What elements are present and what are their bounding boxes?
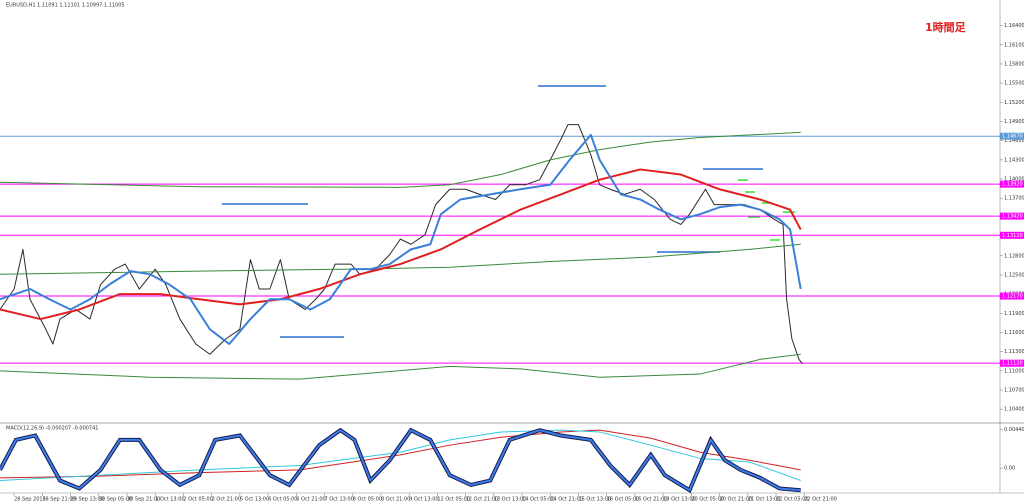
y-tick-label: 1.11000: [1004, 368, 1024, 374]
x-tick-label: 16 Oct 21:00: [635, 497, 668, 503]
y-tick-label: 1.14600: [1004, 138, 1024, 144]
y-tick-label: 1.15800: [1004, 61, 1024, 67]
x-tick-label: 28 Sep 2015: [14, 497, 46, 503]
x-tick-label: 21 Oct 13:00: [748, 497, 781, 503]
y-tick-label: 1.11900: [1004, 311, 1024, 317]
x-tick-label: 14 Oct 21:00: [550, 497, 583, 503]
y-tick-label: 1.15200: [1004, 100, 1024, 106]
x-tick-label: 16 Oct 05:00: [607, 497, 640, 503]
chart-title: EURUSD,H1 1.11091 1.11101 1.10997 1.1100…: [6, 3, 125, 9]
x-tick-label: 19 Oct 13:00: [663, 497, 696, 503]
x-tick-label: 14 Oct 05:00: [522, 497, 555, 503]
x-tick-label: 8 Oct 21:00: [381, 497, 410, 503]
y-tick-label: 1.10700: [1004, 388, 1024, 394]
series-line: [0, 124, 803, 365]
y-tick-label: 0.00: [1004, 466, 1015, 472]
price-level-tag: [1000, 180, 1024, 188]
y-tick-label: 1.13700: [1004, 196, 1024, 202]
y-tick-label: 1.15500: [1004, 81, 1024, 87]
x-tick-label: 15 Oct 13:00: [578, 497, 611, 503]
price-level-label: 1.13920: [1002, 182, 1023, 188]
price-level-tag: [1000, 132, 1024, 140]
y-tick-label: 1.12500: [1004, 272, 1024, 278]
x-tick-label: 30 Sep 21:00: [127, 497, 160, 503]
x-tick-label: 2 Oct 21:00: [212, 497, 241, 503]
indicator-title: MACD(12,26,9) -0.000207 -0.000741: [6, 426, 98, 432]
x-tick-label: 5 Oct 13:00: [240, 497, 269, 503]
green-dashes: [738, 179, 795, 241]
y-tick-label: 1.14000: [1004, 177, 1024, 183]
price-level-label: 1.13120: [1002, 233, 1023, 239]
price-level-tag: [1000, 212, 1024, 220]
series-line: [0, 168, 802, 321]
x-tick-label: 12 Oct 05:00: [437, 497, 470, 503]
y-tick-label: 1.10400: [1004, 407, 1024, 413]
y-tick-label: 1.16100: [1004, 42, 1024, 48]
price-level-tag: [1000, 231, 1024, 239]
series-line: [0, 429, 801, 482]
y-tick-label: 1.16400: [1004, 23, 1024, 29]
y-tick-label: 1.14900: [1004, 119, 1024, 125]
y-tick-label: 1.11300: [1004, 349, 1024, 355]
price-level-tag: [1000, 359, 1024, 367]
x-tick-label: 30 Sep 05:00: [99, 497, 132, 503]
series-line: [0, 133, 802, 345]
price-level-label: 1.13420: [1002, 214, 1023, 220]
x-tick-label: 22 Oct 05:00: [776, 497, 809, 503]
x-tick-label: 2 Oct 05:00: [183, 497, 212, 503]
price-level-label: 1.14670: [1002, 134, 1023, 140]
price-level-tag: [1000, 292, 1024, 300]
price-level-label: 1.12170: [1002, 294, 1023, 300]
series-line: [0, 131, 801, 188]
x-tick-label: 20 Oct 05:00: [691, 497, 724, 503]
y-tick-label: 1.14300: [1004, 157, 1024, 163]
x-tick-label: 22 Oct 21:00: [804, 497, 837, 503]
x-tick-label: 8 Oct 05:00: [353, 497, 382, 503]
x-tick-label: 28 Sep 21:00: [42, 497, 75, 503]
y-tick-label: 1.11600: [1004, 330, 1024, 336]
x-tick-label: 6 Oct 05:00: [268, 497, 297, 503]
x-tick-label: 9 Oct 13:00: [409, 497, 438, 503]
x-tick-label: 12 Oct 21:00: [466, 497, 499, 503]
x-tick-label: 29 Sep 13:00: [71, 497, 104, 503]
series-line: [0, 243, 801, 275]
x-tick-label: 1 Oct 13:00: [155, 497, 184, 503]
y-tick-label: 1.12800: [1004, 253, 1024, 259]
drawn-segments: [222, 85, 763, 338]
series-line: [0, 353, 801, 380]
x-tick-label: 13 Oct 13:00: [494, 497, 527, 503]
x-tick-label: 7 Oct 13:00: [325, 497, 354, 503]
x-tick-label: 20 Oct 21:00: [720, 497, 753, 503]
annotation: 1時間足: [925, 20, 967, 34]
x-tick-label: 6 Oct 21:00: [296, 497, 325, 503]
series-line: [0, 429, 801, 492]
price-level-label: 1.11120: [1002, 361, 1023, 367]
